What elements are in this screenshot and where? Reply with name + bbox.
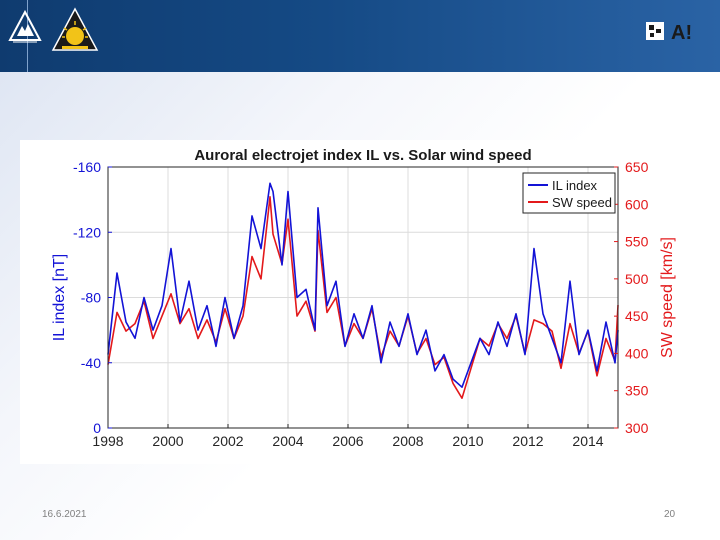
right-tick-label: 550: [625, 234, 649, 250]
axes-layer: 1998 2000 2002 2004 2006 2008 2010 2012 2014 -160…: [51, 159, 676, 449]
x-tick-label: 2000: [152, 433, 183, 449]
x-tick-label: 1998: [92, 433, 123, 449]
page-number: 20: [664, 509, 676, 520]
sun-emblem-logo: [51, 7, 99, 51]
x-tick-label: 2004: [272, 433, 303, 449]
right-tick-label: 300: [625, 420, 649, 436]
left-tick-label: 0: [93, 420, 101, 436]
right-tick-label: 500: [625, 271, 649, 287]
triangle-mountain-logo: [8, 10, 42, 43]
left-tick-label: -40: [81, 355, 101, 371]
right-axis-label: SW speed [km/s]: [659, 237, 676, 358]
right-tick-label: 650: [625, 159, 649, 175]
x-tick-label: 2010: [452, 433, 483, 449]
right-tick-label: 600: [625, 196, 649, 212]
right-tick-label: 450: [625, 308, 649, 324]
sw-speed-line: [107, 195, 619, 400]
chart-panel: 1998 2000 2002 2004 2006 2008 2010 2012 2014 -160…: [20, 140, 684, 464]
x-tick-label: 2014: [572, 433, 603, 449]
aalto-logo-text: A!: [671, 22, 692, 44]
x-tick-label: 2012: [512, 433, 543, 449]
right-tick-label: 350: [625, 383, 649, 399]
left-tick-label: -120: [73, 224, 101, 240]
legend: IL index SW speed: [522, 172, 616, 214]
left-tick-label: -160: [73, 159, 101, 175]
left-tick-label: -80: [81, 290, 101, 306]
x-tick-label: 2008: [392, 433, 423, 449]
il-index-line: [107, 182, 619, 388]
x-tick-label: 2002: [212, 433, 243, 449]
series-layer: [107, 182, 619, 400]
x-tick-label: 2006: [332, 433, 363, 449]
chart-title: Auroral electrojet index IL vs. Solar wi…: [194, 147, 531, 164]
legend-il-label: IL index: [552, 178, 598, 193]
legend-box: [522, 172, 616, 214]
legend-sw-label: SW speed: [552, 195, 612, 210]
chart: 1998 2000 2002 2004 2006 2008 2010 2012 2014 -160…: [51, 147, 676, 449]
left-axis-label: IL index [nT]: [51, 254, 68, 341]
header-bar: A!: [0, 0, 720, 72]
aalto-logo: A!: [646, 22, 692, 44]
footer-date: 16.6.2021: [42, 509, 87, 520]
right-tick-label: 400: [625, 345, 649, 361]
